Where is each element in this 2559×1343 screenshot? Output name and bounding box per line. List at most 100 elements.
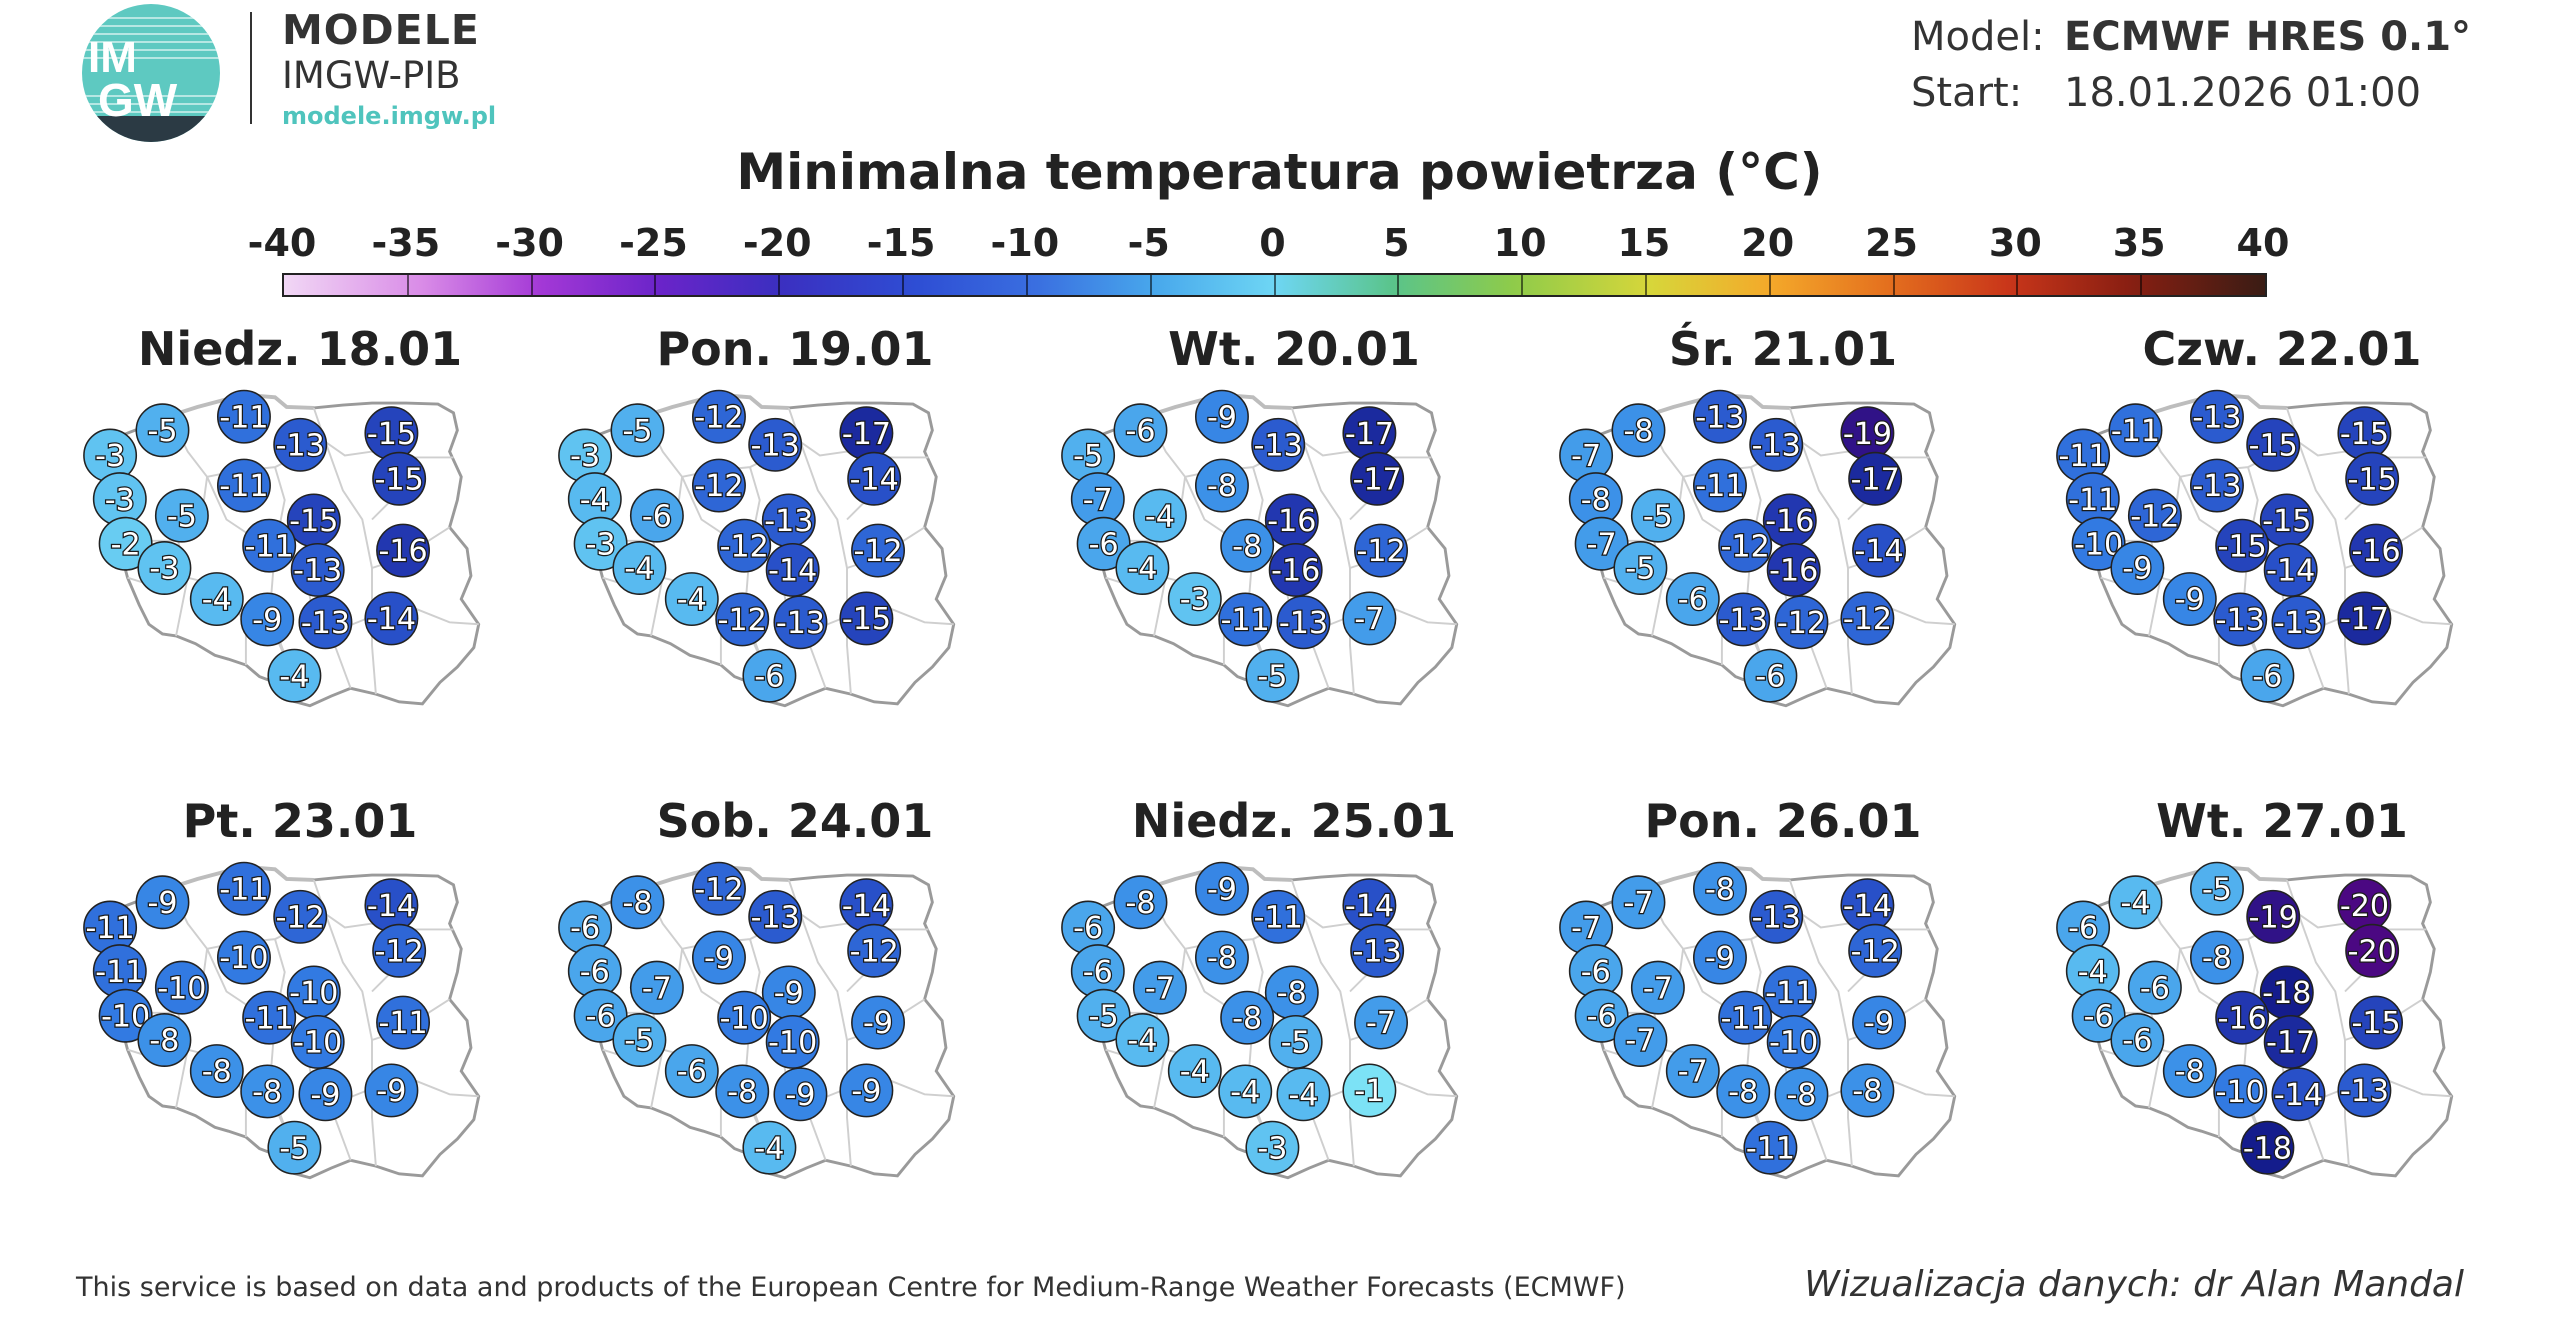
station-temperature: -13 [293, 554, 342, 589]
station-temperature: -15 [2262, 504, 2311, 539]
station-marker [216, 458, 271, 513]
station-temperature: -15 [842, 602, 891, 637]
station-temperature: -6 [586, 999, 616, 1034]
model-label: Model: [1911, 14, 2045, 60]
station-temperature: -10 [720, 1001, 769, 1036]
station-marker [1774, 1067, 1829, 1122]
station-marker [610, 403, 665, 458]
station-temperature: -11 [2111, 414, 2160, 449]
station-temperature: -12 [850, 934, 899, 969]
station-temperature: -9 [147, 886, 177, 921]
station-temperature: -11 [219, 872, 268, 907]
station-marker [1132, 488, 1187, 543]
colorbar-tick: 40 [2236, 221, 2290, 265]
panel-date-title: Pt. 23.01 [182, 794, 418, 848]
station-marker [1220, 990, 1275, 1045]
station-temperature: -14 [367, 602, 416, 637]
station-temperature: -14 [768, 554, 817, 589]
station-marker [298, 1067, 353, 1122]
station-temperature: -13 [2192, 469, 2241, 504]
station-marker [2337, 591, 2392, 646]
station-marker [242, 990, 297, 1045]
region-border [1800, 441, 1849, 569]
station-temperature: -4 [677, 583, 707, 618]
station-marker [1852, 995, 1907, 1050]
station-marker [1692, 458, 1747, 513]
colorbar-tick-mark [778, 275, 781, 295]
poland-map: -6-8 -9-11 -14-6 -8 -13-7 -8-5 -8 -7-4 -5-4-4 -4-… [1061, 861, 1459, 1180]
station-temperature: -11 [95, 955, 144, 990]
station-marker [1113, 875, 1168, 930]
station-temperature: -14 [1843, 889, 1892, 924]
station-temperature: -9 [851, 1074, 881, 1109]
colorbar-tick-mark [1521, 275, 1524, 295]
station-marker [372, 923, 427, 978]
station-temperature: -13 [301, 606, 350, 641]
station-marker [1245, 1120, 1300, 1175]
station-temperature: -6 [1073, 911, 1103, 946]
station-marker [742, 1120, 797, 1175]
station-temperature: -6 [1678, 583, 1708, 618]
station-temperature: -1 [1354, 1074, 1384, 1109]
station-marker [2215, 518, 2270, 573]
station-temperature: -6 [1125, 414, 1155, 449]
station-marker [664, 572, 719, 627]
start-value: 18.01.2026 01:00 [2064, 70, 2422, 116]
station-marker [612, 541, 667, 595]
station-marker [216, 930, 271, 985]
colorbar-tick: -35 [371, 221, 441, 265]
station-temperature: -12 [1851, 934, 1900, 969]
colorbar-tick: 30 [1988, 221, 2042, 265]
panel-date-title: Śr. 21.01 [1668, 322, 1898, 376]
station-temperature: -12 [1356, 534, 1405, 569]
station-temperature: -4 [754, 1131, 784, 1166]
station-temperature: -4 [1288, 1078, 1318, 1113]
station-temperature: -11 [1721, 1001, 1770, 1036]
station-temperature: -12 [1777, 606, 1826, 641]
poland-map: -7-8 -13-13 -19-8 -11 -17-5 -16-7 -12 -14-5 -16-… [1559, 389, 1957, 708]
station-marker [742, 648, 797, 703]
station-marker [573, 516, 628, 571]
region-border [1302, 913, 1351, 1041]
station-temperature: -8 [2175, 1055, 2205, 1090]
station-temperature: -4 [279, 659, 309, 694]
station-temperature: -10 [289, 976, 338, 1011]
station-temperature: -11 [1695, 469, 1744, 504]
station-temperature: -8 [1581, 483, 1611, 518]
brand-url-link[interactable]: modele.imgw.pl [282, 102, 497, 130]
station-marker [715, 1064, 770, 1119]
station-temperature: -11 [245, 529, 294, 564]
colorbar-tick: -15 [866, 221, 936, 265]
station-marker [1743, 648, 1798, 703]
station-temperature: -8 [1623, 414, 1653, 449]
station-marker [1716, 592, 1771, 647]
station-temperature: -16 [1765, 504, 1814, 539]
poland-map: -6-8 -12-13 -14-6 -9 -12-7 -9-6 -10 -9-5 -10-6-8… [558, 861, 956, 1180]
station-temperature: -15 [2249, 428, 2298, 463]
station-temperature: -8 [1207, 469, 1237, 504]
station-marker [1718, 518, 1773, 573]
station-marker [1350, 923, 1405, 978]
station-temperature: -3 [1180, 583, 1210, 618]
station-marker [1354, 995, 1409, 1050]
station-marker [1251, 889, 1306, 944]
station-temperature: -11 [2068, 483, 2117, 518]
station-temperature: -11 [1765, 976, 1814, 1011]
station-marker [267, 1120, 322, 1175]
station-temperature: -6 [2140, 971, 2170, 1006]
station-marker [1743, 1120, 1798, 1175]
colorbar-tick-mark [1892, 275, 1895, 295]
station-marker [2189, 861, 2244, 916]
station-temperature: -12 [1843, 602, 1892, 637]
station-temperature: -13 [276, 428, 325, 463]
station-temperature: -16 [378, 534, 427, 569]
station-temperature: -3 [105, 483, 135, 518]
colorbar-tick: 25 [1865, 221, 1918, 265]
station-temperature: -15 [2218, 529, 2267, 564]
station-marker [1840, 591, 1895, 646]
station-marker [2345, 451, 2400, 506]
station-temperature: -8 [1705, 872, 1735, 907]
station-temperature: -11 [219, 400, 268, 435]
start-label: Start: [1911, 70, 2023, 116]
station-temperature: -8 [202, 1055, 232, 1090]
